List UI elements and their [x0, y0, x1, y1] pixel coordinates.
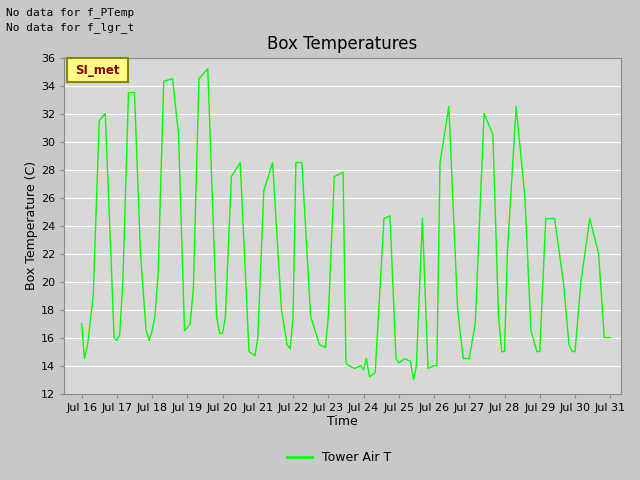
Y-axis label: Box Temperature (C): Box Temperature (C): [25, 161, 38, 290]
Title: Box Temperatures: Box Temperatures: [268, 35, 417, 53]
Text: No data for f_lgr_t: No data for f_lgr_t: [6, 22, 134, 33]
Text: SI_met: SI_met: [76, 64, 120, 77]
Text: No data for f_PTemp: No data for f_PTemp: [6, 7, 134, 18]
X-axis label: Time: Time: [327, 415, 358, 429]
Legend: Tower Air T: Tower Air T: [282, 446, 396, 469]
